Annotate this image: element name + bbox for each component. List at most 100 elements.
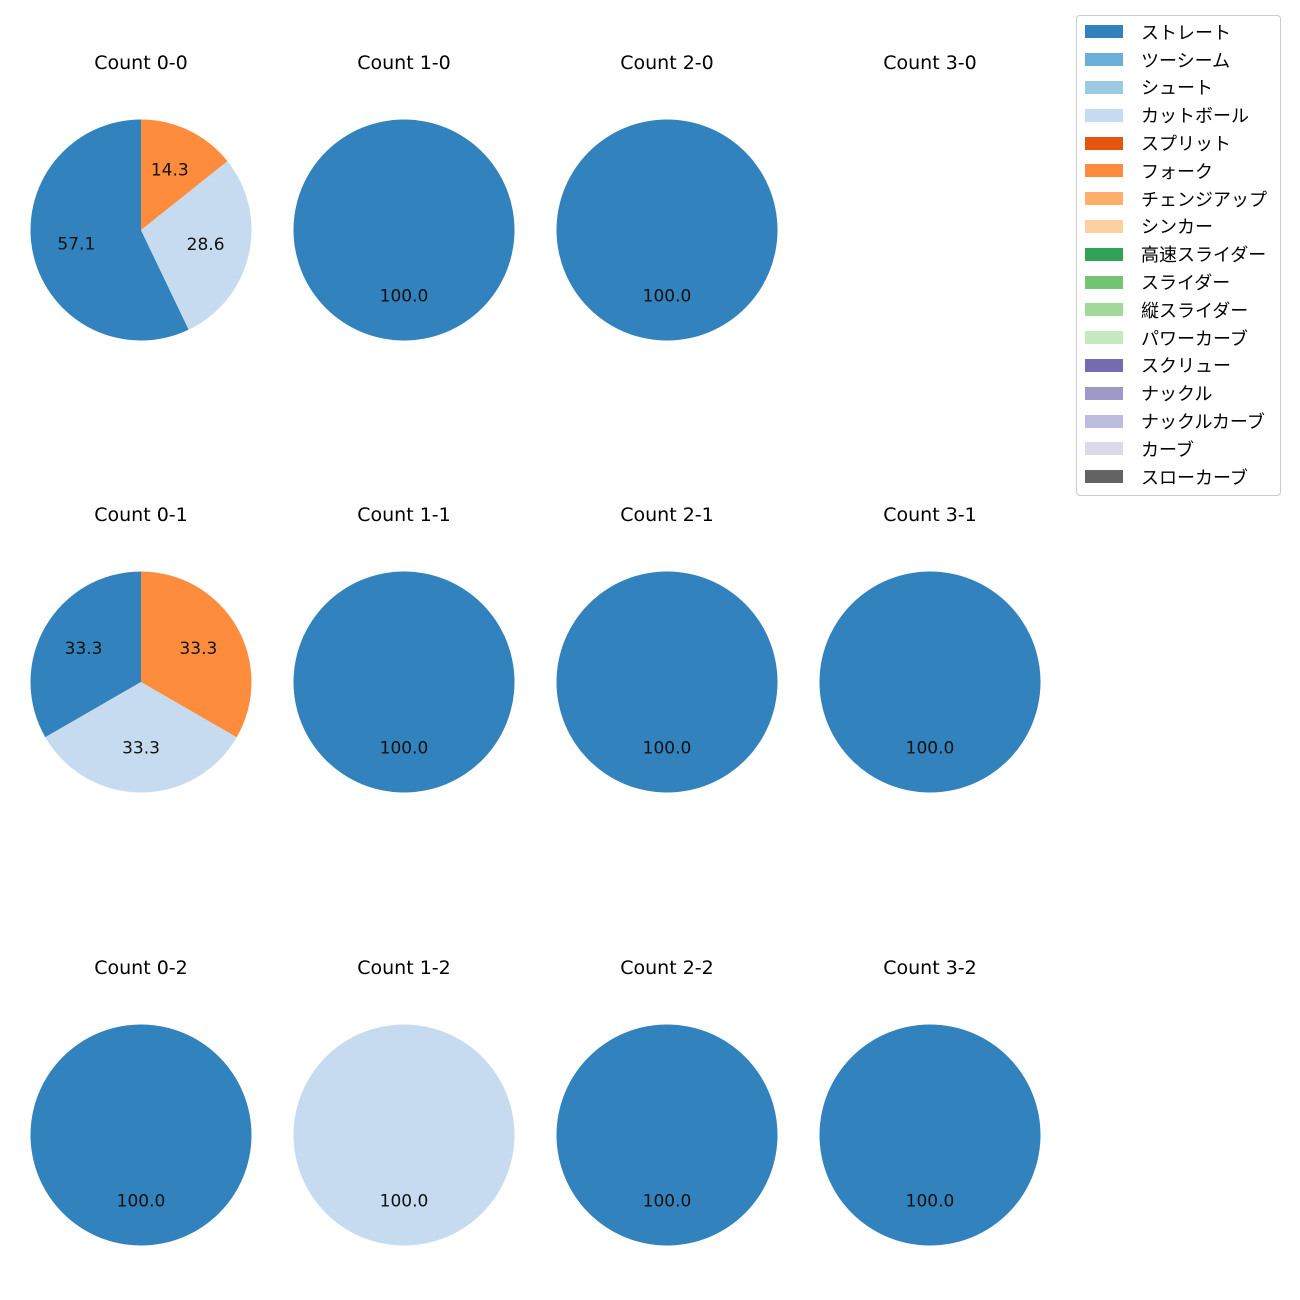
- pie-title: Count 2-0: [620, 52, 714, 74]
- pie-slice: [556, 119, 778, 341]
- pie-slice-label: 33.3: [65, 639, 103, 659]
- pie-slice: [293, 119, 515, 341]
- legend-swatch: [1085, 192, 1123, 206]
- legend-swatch: [1085, 136, 1123, 150]
- legend-item: シンカー: [1077, 213, 1280, 241]
- pie-slice: [556, 571, 778, 793]
- legend-label: ナックルカーブ: [1141, 412, 1265, 434]
- pie-count-3-1: Count 3-1 100.0: [819, 504, 1041, 793]
- legend-label: ストレート: [1141, 22, 1231, 44]
- pie-slice: [141, 161, 252, 330]
- legend-item: シュート: [1077, 74, 1280, 102]
- pie-slice-label: 100.0: [117, 1191, 166, 1211]
- pie-slice-label: 100.0: [380, 738, 429, 758]
- legend-swatch: [1085, 80, 1123, 94]
- legend-item: ナックルカーブ: [1077, 407, 1280, 435]
- legend-swatch: [1085, 331, 1123, 345]
- pie-slice-label: 33.3: [179, 639, 217, 659]
- pie-slice-label: 100.0: [643, 1191, 692, 1211]
- pie-count-3-2: Count 3-2 100.0: [819, 957, 1041, 1246]
- pie-slice-label: 57.1: [57, 235, 95, 255]
- pie-count-2-2: Count 2-2 100.0: [556, 957, 778, 1246]
- pie-title: Count 2-2: [620, 957, 714, 979]
- pie-slice: [141, 119, 228, 230]
- legend-item: ツーシーム: [1077, 46, 1280, 74]
- legend-label: パワーカーブ: [1141, 328, 1248, 350]
- pie-slice-label: 28.6: [187, 235, 225, 255]
- pie-count-0-0: Count 0-0 57.1 28.6 14.3: [30, 52, 252, 341]
- pie-title: Count 0-2: [94, 957, 188, 979]
- legend-label: シンカー: [1141, 217, 1213, 239]
- legend-swatch: [1085, 219, 1123, 233]
- pie-count-2-0: Count 2-0 100.0: [556, 52, 778, 341]
- legend-label: ツーシーム: [1141, 50, 1231, 72]
- pie-title: Count 3-2: [883, 957, 977, 979]
- legend-label: カットボール: [1141, 106, 1249, 128]
- legend-item: カーブ: [1077, 435, 1280, 463]
- legend-swatch: [1085, 442, 1123, 456]
- legend-label: 縦スライダー: [1141, 300, 1249, 322]
- legend-item: 高速スライダー: [1077, 240, 1280, 268]
- legend-label: スクリュー: [1141, 356, 1231, 378]
- legend-swatch: [1085, 386, 1123, 400]
- legend-swatch: [1085, 358, 1123, 372]
- pie-slice-label: 100.0: [906, 738, 955, 758]
- pie-slice: [141, 571, 252, 738]
- legend-item: スライダー: [1077, 268, 1280, 296]
- pie-slice-label: 14.3: [151, 160, 189, 180]
- legend-item: カットボール: [1077, 101, 1280, 129]
- legend-swatch: [1085, 414, 1123, 428]
- legend-swatch: [1085, 164, 1123, 178]
- pie-slice: [819, 1024, 1041, 1246]
- pie-count-3-0: Count 3-0: [883, 52, 977, 74]
- pie-title: Count 1-1: [357, 504, 451, 526]
- pie-slice-label: 100.0: [380, 1191, 429, 1211]
- legend-label: スプリット: [1141, 134, 1231, 156]
- pie-slice: [293, 1024, 515, 1246]
- pie-slice-label: 100.0: [906, 1191, 955, 1211]
- pie-slice: [30, 1024, 252, 1246]
- legend-label: チェンジアップ: [1141, 189, 1267, 211]
- legend-swatch: [1085, 247, 1123, 261]
- legend-label: シュート: [1141, 78, 1213, 100]
- pie-count-1-0: Count 1-0 100.0: [293, 52, 515, 341]
- legend-item: フォーク: [1077, 157, 1280, 185]
- legend-item: ナックル: [1077, 379, 1280, 407]
- pie-title: Count 1-2: [357, 957, 451, 979]
- legend-label: カーブ: [1141, 439, 1194, 461]
- pie-slice-label: 100.0: [643, 738, 692, 758]
- legend-swatch: [1085, 303, 1123, 317]
- legend-item: チェンジアップ: [1077, 185, 1280, 213]
- pie-slice-label: 33.3: [122, 738, 160, 758]
- pie-count-0-2: Count 0-2 100.0: [30, 957, 252, 1246]
- legend-item: パワーカーブ: [1077, 324, 1280, 352]
- legend-label: スライダー: [1141, 273, 1231, 295]
- legend-swatch: [1085, 275, 1123, 289]
- pie-slice: [819, 571, 1041, 793]
- pie-title: Count 3-0: [883, 52, 977, 74]
- pie-slice-label: 100.0: [380, 286, 429, 306]
- pie-slice: [556, 1024, 778, 1246]
- pie-slice: [30, 571, 141, 738]
- legend-swatch: [1085, 53, 1123, 67]
- legend-label: スローカーブ: [1141, 467, 1248, 489]
- pie-title: Count 3-1: [883, 504, 977, 526]
- pie-title: Count 0-1: [94, 504, 188, 526]
- pie-title: Count 1-0: [357, 52, 451, 74]
- legend: ストレートツーシームシュートカットボール スプリット フォークチェンジアップ シンカー…: [1076, 15, 1281, 496]
- legend-swatch: [1085, 108, 1123, 122]
- pie-slice: [30, 119, 189, 341]
- legend-item: スクリュー: [1077, 352, 1280, 380]
- legend-item: スプリット: [1077, 129, 1280, 157]
- pie-title: Count 2-1: [620, 504, 714, 526]
- pie-count-1-1: Count 1-1 100.0: [293, 504, 515, 793]
- pie-slice-label: 100.0: [643, 286, 692, 306]
- legend-item: ストレート: [1077, 18, 1280, 46]
- legend-item: 縦スライダー: [1077, 296, 1280, 324]
- legend-item: スローカーブ: [1077, 463, 1280, 491]
- legend-swatch: [1085, 25, 1123, 39]
- pie-count-1-2: Count 1-2 100.0: [293, 957, 515, 1246]
- pie-title: Count 0-0: [94, 52, 188, 74]
- pie-count-2-1: Count 2-1 100.0: [556, 504, 778, 793]
